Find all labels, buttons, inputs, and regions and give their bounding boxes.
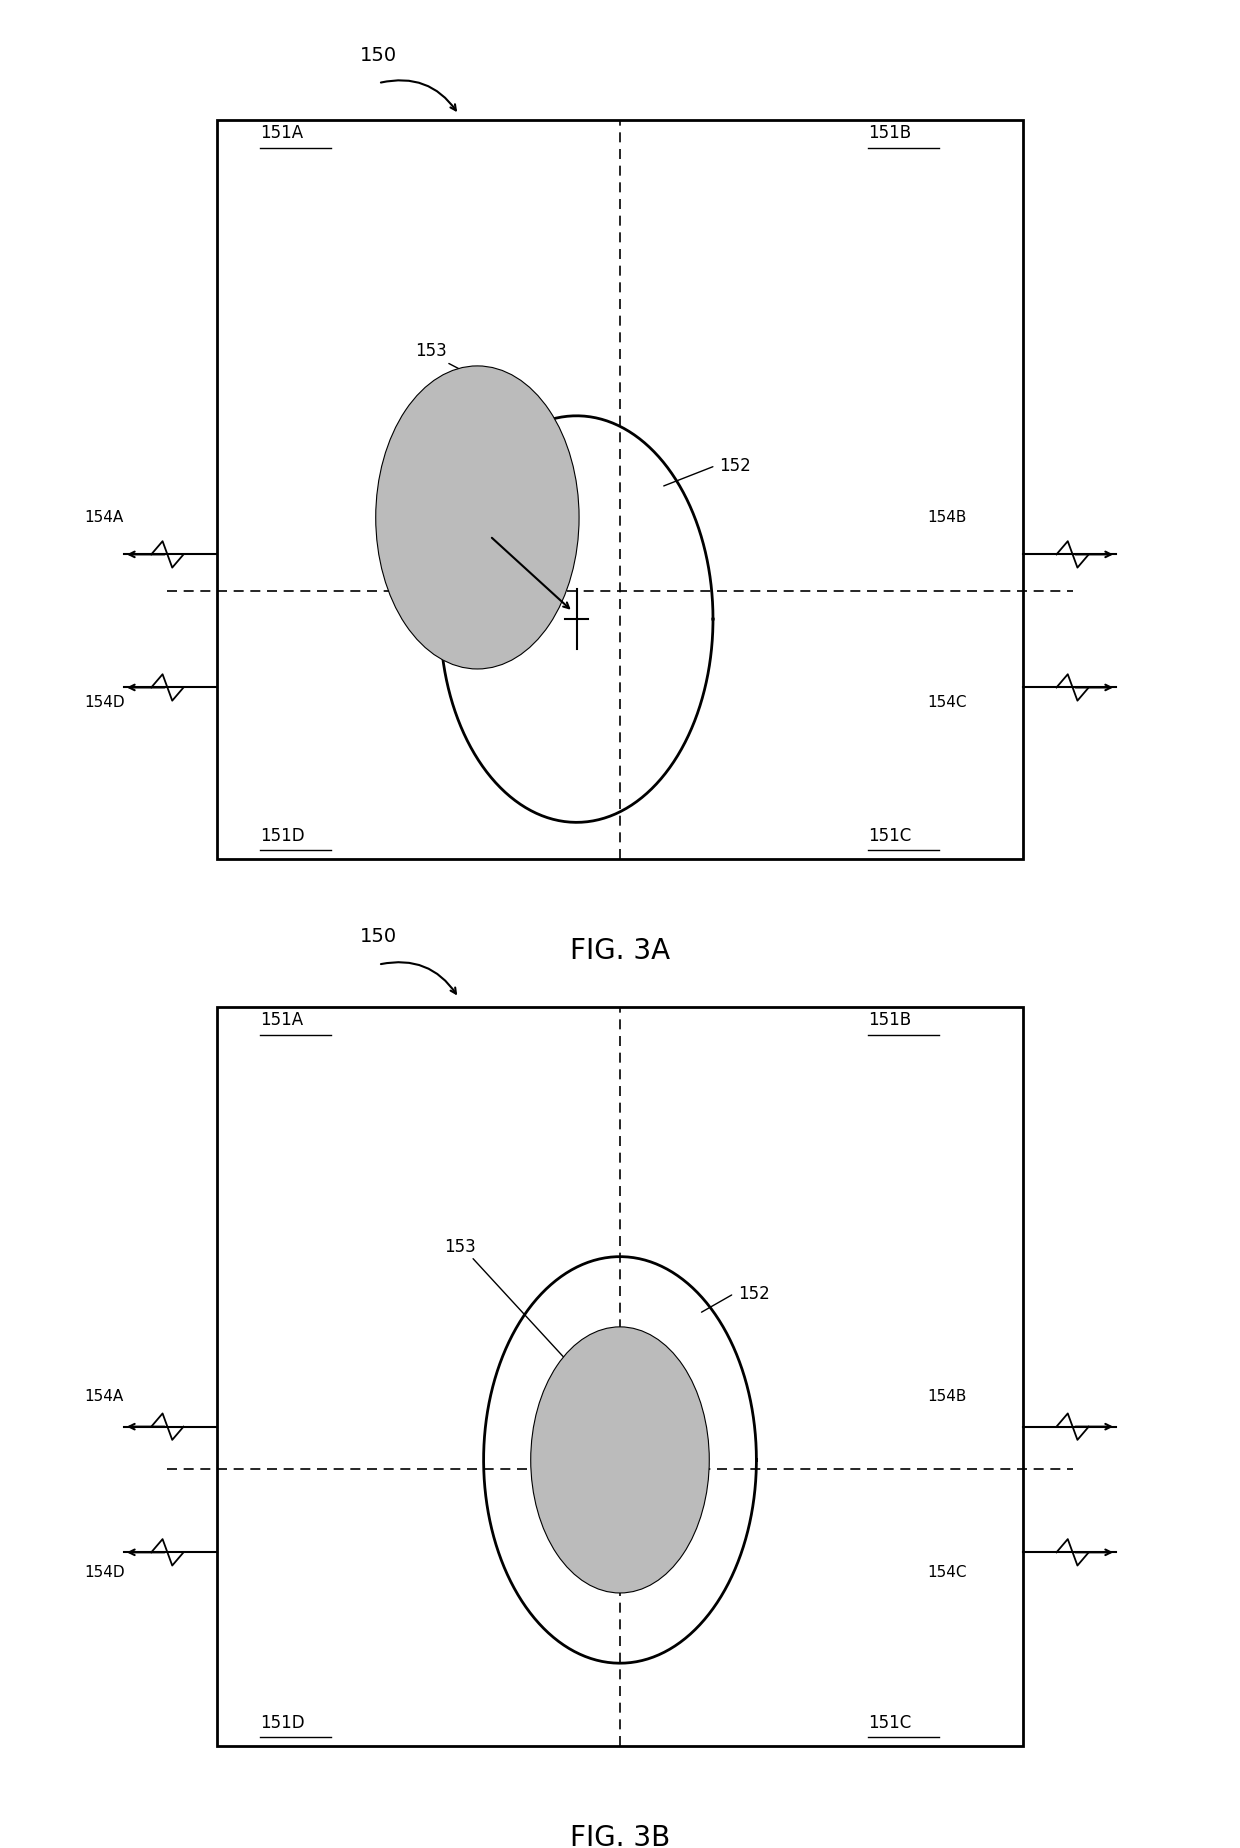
Text: 154B: 154B — [928, 510, 967, 525]
Text: 152: 152 — [719, 456, 751, 475]
Text: 150: 150 — [360, 928, 397, 946]
Text: 154D: 154D — [84, 1565, 125, 1580]
Bar — [217, 120, 1023, 859]
Text: 151D: 151D — [260, 1713, 305, 1732]
Text: 151C: 151C — [868, 1713, 911, 1732]
Text: 154C: 154C — [928, 695, 967, 710]
Text: 151B: 151B — [868, 1011, 911, 1029]
Text: 151B: 151B — [868, 124, 911, 142]
Text: 150: 150 — [360, 46, 397, 65]
Text: 153: 153 — [444, 1238, 476, 1257]
Text: 153: 153 — [415, 342, 448, 360]
Text: FIG. 3B: FIG. 3B — [570, 1824, 670, 1848]
Text: 151C: 151C — [868, 826, 911, 845]
Text: FIG. 3A: FIG. 3A — [570, 937, 670, 965]
Circle shape — [376, 366, 579, 669]
Text: 152: 152 — [738, 1284, 770, 1303]
Bar — [217, 1007, 1023, 1746]
Text: 154A: 154A — [84, 1390, 124, 1404]
Text: 154B: 154B — [928, 1390, 967, 1404]
Text: 154D: 154D — [84, 695, 125, 710]
Text: 151A: 151A — [260, 1011, 304, 1029]
Text: 154A: 154A — [84, 510, 124, 525]
Text: 154C: 154C — [928, 1565, 967, 1580]
Text: E: E — [542, 556, 552, 575]
Text: 151D: 151D — [260, 826, 305, 845]
Circle shape — [531, 1327, 709, 1593]
Text: 151A: 151A — [260, 124, 304, 142]
